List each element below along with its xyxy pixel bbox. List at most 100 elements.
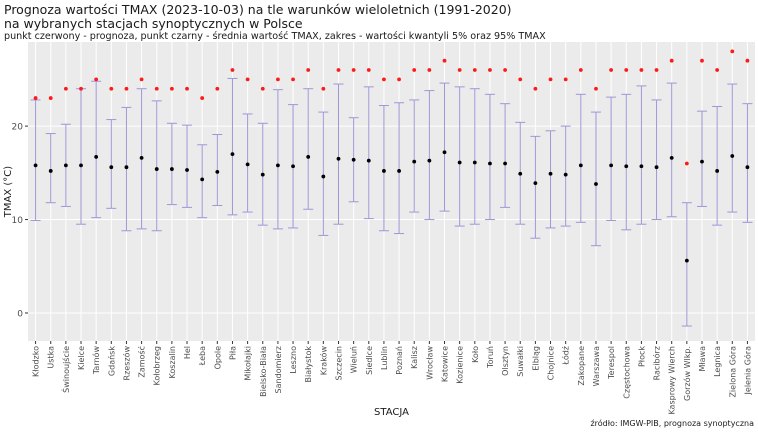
x-tick-label: Racibórz: [652, 346, 662, 380]
forecast-point: [488, 68, 492, 72]
forecast-point: [291, 77, 295, 82]
forecast-point: [669, 58, 674, 63]
mean-point: [563, 172, 568, 177]
forecast-point: [245, 77, 250, 82]
forecast-point: [563, 77, 568, 82]
forecast-point: [548, 77, 553, 82]
x-tick-label: Kalisz: [410, 346, 419, 369]
forecast-point: [185, 86, 189, 91]
forecast-point: [594, 86, 598, 91]
mean-point: [169, 167, 174, 171]
x-tick-label: Świnoujście: [60, 346, 71, 393]
forecast-point: [533, 86, 538, 91]
x-tick-label: Szczecin: [334, 346, 343, 381]
forecast-point: [472, 68, 477, 72]
x-tick-label: Olsztyn: [501, 346, 510, 376]
chart-title: Prognoza wartości TMAX (2023-10-03) na t…: [4, 2, 512, 17]
mean-point: [321, 174, 326, 179]
x-tick-label: Gorzów Wlkp.: [682, 346, 692, 401]
mean-point: [654, 165, 659, 170]
mean-point: [366, 158, 371, 163]
x-tick-label: Kołobrzeg: [153, 346, 162, 385]
forecast-point: [139, 77, 144, 82]
x-tick-label: Tarnów: [91, 346, 101, 376]
forecast-point: [48, 96, 53, 100]
mean-point: [730, 154, 735, 158]
forecast-point: [366, 68, 371, 72]
forecast-point: [730, 49, 735, 54]
x-tick-label: Terespol: [607, 346, 616, 380]
forecast-point: [63, 86, 68, 91]
mean-point: [382, 169, 386, 173]
x-tick-label: Kielce: [77, 346, 86, 370]
forecast-point: [442, 58, 447, 63]
mean-point: [306, 155, 311, 159]
forecast-point: [503, 68, 507, 72]
plot-panel: [28, 42, 755, 341]
x-tick-label: Jelenia Góra: [742, 346, 752, 396]
mean-point: [609, 163, 614, 168]
forecast-point: [306, 68, 311, 72]
y-tick-label: 0: [17, 309, 23, 319]
x-tick-label: Kasprowy Wierch: [668, 346, 677, 415]
forecast-point: [412, 68, 417, 72]
mean-point: [124, 165, 129, 170]
forecast-point: [215, 86, 220, 91]
mean-point: [79, 163, 83, 168]
forecast-point: [169, 86, 174, 91]
x-tick-label: Warszawa: [592, 346, 601, 386]
mean-point: [154, 167, 159, 171]
mean-point: [397, 169, 401, 173]
x-tick-label: Ustka: [47, 346, 56, 369]
mean-point: [684, 258, 689, 263]
forecast-point: [154, 86, 159, 91]
mean-point: [291, 164, 295, 169]
mean-point: [472, 160, 477, 165]
x-tick-label: Siedlce: [365, 346, 374, 375]
forecast-point: [124, 86, 129, 91]
chart-subtitle: na wybranych stacjach synoptycznych w Po…: [4, 16, 303, 31]
mean-point: [109, 165, 114, 170]
forecast-point: [321, 86, 326, 91]
x-tick-label: Lublin: [380, 346, 389, 370]
mean-point: [63, 163, 68, 168]
forecast-point: [745, 58, 750, 63]
forecast-point: [684, 161, 689, 166]
forecast-point: [276, 77, 280, 82]
mean-point: [260, 172, 265, 177]
forecast-point: [230, 68, 235, 72]
y-tick-label: 10: [12, 216, 24, 226]
x-tick-label: Płock: [637, 346, 646, 367]
mean-point: [427, 158, 432, 163]
mean-point: [533, 181, 538, 185]
chart-legend-description: punkt czerwony - prognoza, punkt czarny …: [4, 31, 546, 42]
mean-point: [745, 165, 750, 170]
x-tick-label: Opole: [213, 346, 222, 369]
mean-point: [578, 163, 583, 168]
mean-point: [94, 155, 99, 159]
x-tick-label: Hel: [183, 346, 192, 359]
x-axis-title: STACJA: [374, 407, 409, 418]
forecast-point: [518, 77, 523, 82]
mean-point: [139, 155, 144, 160]
source-note: źródło: IMGW-PIB, prognoza synoptyczna: [590, 419, 754, 428]
mean-point: [351, 157, 356, 162]
x-tick-label: Piła: [228, 346, 237, 360]
forecast-point: [715, 68, 720, 72]
y-tick-label: 20: [12, 123, 24, 133]
forecast-point: [609, 68, 614, 72]
x-tick-label: Toruń: [486, 346, 495, 369]
forecast-point: [200, 96, 205, 100]
forecast-point: [382, 77, 386, 82]
mean-point: [548, 171, 553, 176]
mean-point: [457, 160, 462, 165]
x-tick-label: Kłodzko: [32, 346, 41, 377]
forecast-point: [578, 68, 583, 72]
mean-point: [700, 159, 704, 164]
x-tick-label: Łódź: [561, 346, 571, 366]
forecast-point: [33, 96, 38, 100]
x-tick-label: Chojnice: [547, 346, 556, 380]
mean-point: [200, 177, 205, 182]
y-axis-title: TMAX (°C): [3, 166, 14, 218]
x-tick-label: Kraków: [318, 346, 328, 376]
